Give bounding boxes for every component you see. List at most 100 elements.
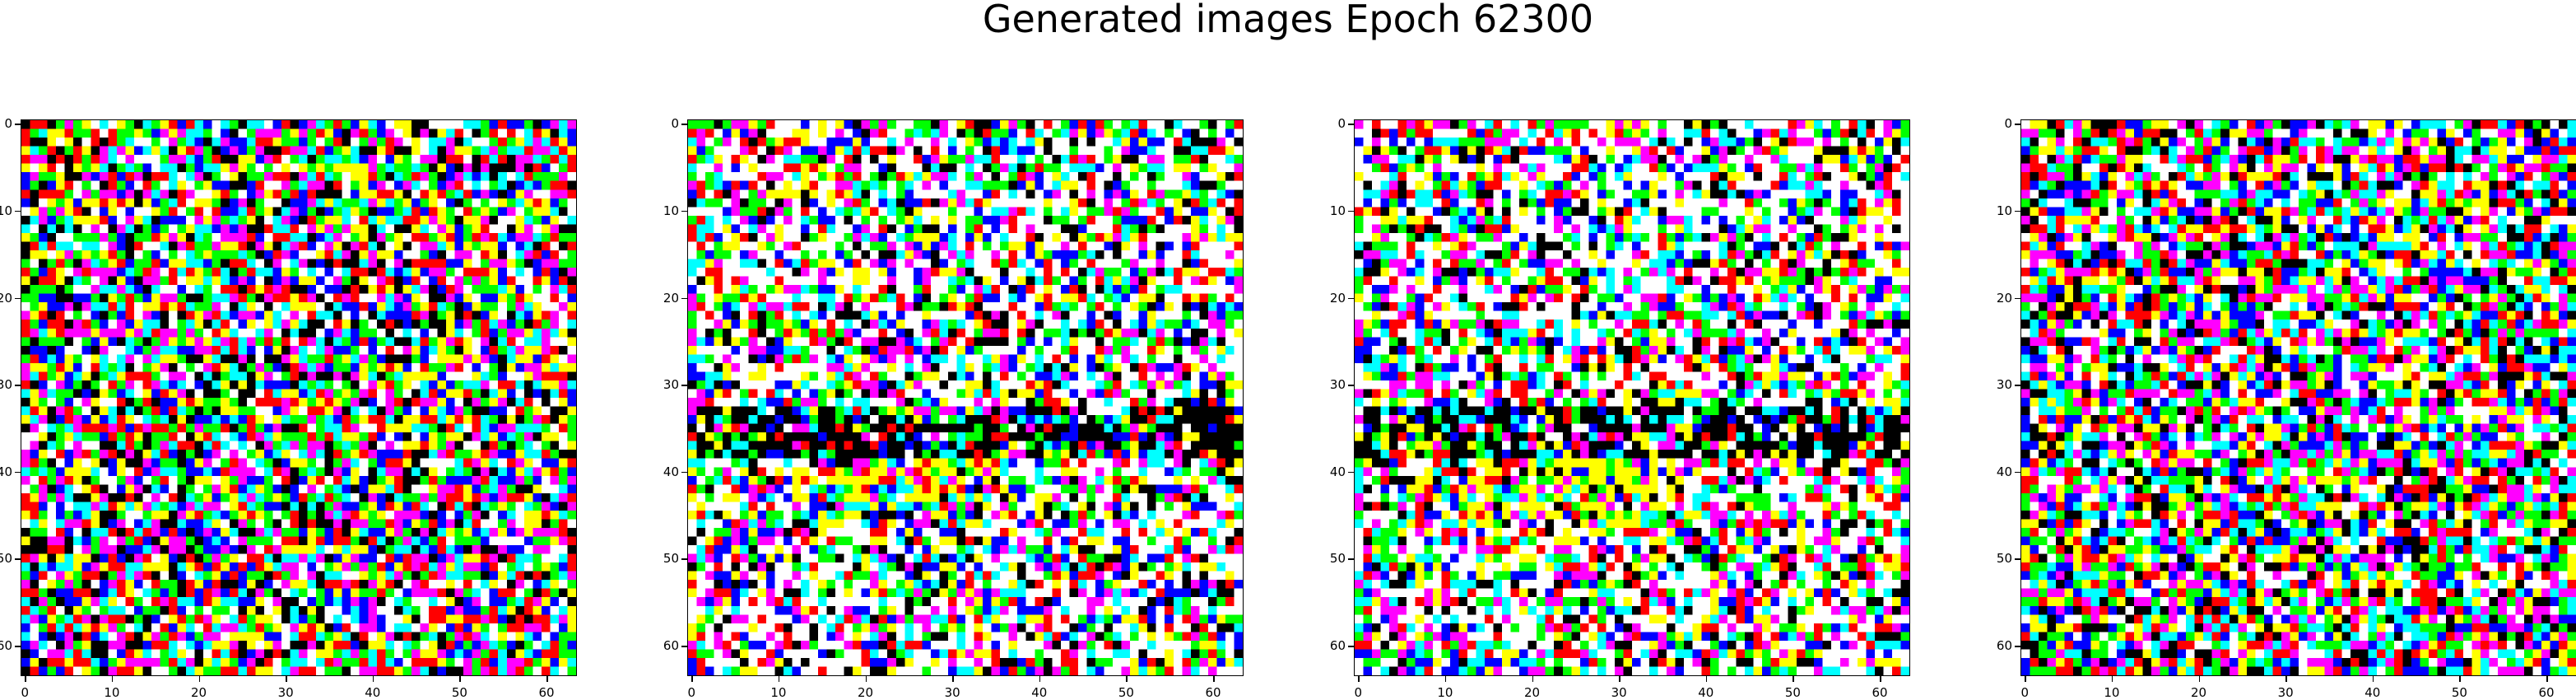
- x-axis-tick-label: 40: [365, 685, 381, 700]
- generated-image-3: [1354, 119, 1910, 676]
- x-axis-tick-label: 0: [687, 685, 696, 700]
- x-axis-tick: [111, 676, 114, 682]
- y-axis-tick-label: 10: [1329, 203, 1346, 218]
- y-axis-tick-label: 0: [2004, 116, 2012, 132]
- x-axis-tick: [952, 676, 954, 682]
- y-axis-tick: [1348, 471, 1354, 474]
- generated-image-1: [21, 119, 577, 676]
- x-axis-tick: [691, 676, 693, 682]
- y-axis-tick-label: 50: [1996, 551, 2012, 567]
- y-axis-tick: [2015, 297, 2020, 300]
- x-axis-tick-label: 10: [2104, 685, 2120, 700]
- y-axis-tick: [2015, 124, 2020, 125]
- y-axis-tick-label: 30: [1996, 377, 2012, 393]
- x-axis-tick: [1532, 676, 1534, 682]
- x-axis-tick-label: 20: [190, 685, 207, 700]
- x-axis-tick: [286, 676, 287, 682]
- x-axis-tick: [2198, 676, 2201, 682]
- y-axis-tick: [1348, 385, 1354, 386]
- x-axis-tick-label: 40: [1031, 685, 1048, 700]
- x-axis-tick-label: 20: [2190, 685, 2207, 700]
- x-axis-tick: [2111, 676, 2113, 682]
- y-axis-tick: [2015, 646, 2020, 647]
- y-axis-tick-label: 40: [663, 464, 679, 479]
- x-axis-tick-label: 0: [21, 685, 30, 700]
- y-axis-tick: [2015, 558, 2020, 560]
- x-axis-tick: [1705, 676, 1708, 682]
- y-axis-tick-label: 40: [1996, 464, 2012, 479]
- x-axis-tick-label: 10: [770, 685, 787, 700]
- y-axis-tick: [681, 558, 687, 560]
- figure-title: Generated images Epoch 62300: [982, 0, 1594, 41]
- x-axis-tick: [1358, 676, 1360, 682]
- x-axis-tick: [2025, 676, 2026, 682]
- y-axis-tick: [15, 124, 21, 125]
- y-axis-tick: [681, 124, 687, 125]
- y-axis-tick-label: 50: [1329, 551, 1346, 567]
- generated-image-panel-3: 0 10 20 30 40 50 60 0 10 20 30 40 50 60: [1330, 116, 1910, 700]
- x-axis-tick-label: 60: [538, 685, 555, 700]
- y-axis-tick: [2015, 471, 2020, 474]
- x-axis-tick-label: 60: [1872, 685, 1888, 700]
- x-axis-tick-label: 50: [1784, 685, 1801, 700]
- x-axis-tick-label: 10: [1437, 685, 1453, 700]
- y-axis-tick-label: 0: [4, 116, 12, 132]
- x-axis-tick-label: 40: [2364, 685, 2381, 700]
- x-axis-tick: [778, 676, 780, 682]
- y-axis-tick-label: 20: [663, 290, 679, 306]
- x-axis-tick: [372, 676, 374, 682]
- y-axis-tick: [15, 646, 21, 647]
- y-axis-tick-label: 20: [1996, 290, 2012, 306]
- y-axis-tick: [1348, 124, 1354, 125]
- y-axis-tick-label: 60: [1329, 638, 1346, 654]
- x-axis-tick-label: 40: [1698, 685, 1714, 700]
- x-axis-tick-label: 0: [2020, 685, 2030, 700]
- generated-image-4: [2020, 119, 2576, 676]
- generated-image-panel-4: 0 10 20 30 40 50 60 0 10 20 30 40 50 60: [1997, 116, 2576, 700]
- x-axis-tick: [2372, 676, 2374, 682]
- x-axis-tick: [2546, 676, 2548, 682]
- x-axis-tick: [198, 676, 201, 682]
- y-axis-tick-label: 60: [663, 638, 679, 654]
- x-axis-tick: [1444, 676, 1447, 682]
- x-axis-tick-label: 30: [2277, 685, 2294, 700]
- y-axis-tick-label: 30: [663, 377, 679, 393]
- y-axis-tick-label: 0: [1337, 116, 1346, 132]
- x-axis-tick: [459, 676, 461, 682]
- y-axis-tick-label: 10: [0, 203, 12, 218]
- y-axis-tick-label: 50: [663, 551, 679, 567]
- x-axis-tick: [1880, 676, 1881, 682]
- x-axis-tick-label: 50: [2451, 685, 2467, 700]
- generated-image-2: [687, 119, 1244, 676]
- x-axis-tick: [25, 676, 26, 682]
- y-axis-tick: [1348, 297, 1354, 300]
- x-axis-tick: [1039, 676, 1041, 682]
- x-axis-tick: [2459, 676, 2461, 682]
- y-axis-tick: [15, 471, 21, 474]
- y-axis-tick-label: 40: [0, 464, 12, 479]
- x-axis-tick: [1793, 676, 1794, 682]
- y-axis-tick-label: 10: [1996, 203, 2012, 218]
- x-axis-tick-label: 50: [1118, 685, 1134, 700]
- y-axis-tick: [15, 297, 21, 300]
- y-axis-tick: [681, 646, 687, 647]
- generated-image-panel-2: 0 10 20 30 40 50 60 0 10 20 30 40 50 60: [663, 116, 1244, 700]
- x-axis-tick: [2285, 676, 2287, 682]
- y-axis-tick-label: 60: [1996, 638, 2012, 654]
- x-axis-tick-label: 10: [104, 685, 120, 700]
- y-axis-tick: [15, 385, 21, 386]
- x-axis-tick-label: 30: [1611, 685, 1627, 700]
- y-axis-tick: [681, 297, 687, 300]
- x-axis-tick-label: 0: [1354, 685, 1363, 700]
- y-axis-tick-label: 20: [0, 290, 12, 306]
- x-axis-tick: [1619, 676, 1620, 682]
- x-axis-tick: [1213, 676, 1215, 682]
- y-axis-tick: [15, 558, 21, 560]
- y-axis-tick-label: 30: [0, 377, 12, 393]
- y-axis-tick: [681, 385, 687, 386]
- y-axis-tick-label: 20: [1329, 290, 1346, 306]
- x-axis-tick-label: 30: [944, 685, 960, 700]
- x-axis-tick-label: 30: [277, 685, 294, 700]
- x-axis-tick-label: 60: [2538, 685, 2555, 700]
- x-axis-tick-label: 60: [1205, 685, 1221, 700]
